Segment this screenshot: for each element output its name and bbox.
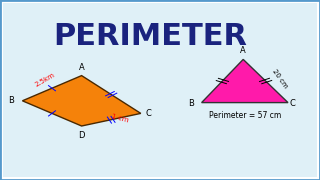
Text: PERIMETER: PERIMETER xyxy=(53,21,247,51)
Polygon shape xyxy=(202,59,288,103)
Text: C: C xyxy=(290,99,295,108)
Text: A: A xyxy=(79,63,84,72)
Polygon shape xyxy=(22,76,141,126)
Text: 1 cm: 1 cm xyxy=(111,113,129,123)
Text: C: C xyxy=(146,109,151,118)
Text: D: D xyxy=(78,130,85,140)
Text: 20 cm: 20 cm xyxy=(271,68,289,89)
Text: B: B xyxy=(9,96,14,105)
Text: 2.5km: 2.5km xyxy=(34,72,56,88)
Text: A: A xyxy=(240,46,246,55)
Text: Perimeter = 57 cm: Perimeter = 57 cm xyxy=(209,111,281,120)
Text: B: B xyxy=(188,99,194,108)
